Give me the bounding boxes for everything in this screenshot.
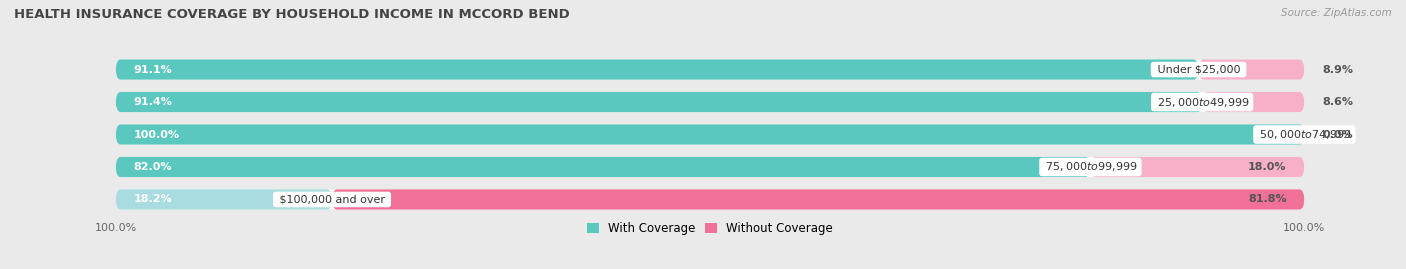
FancyBboxPatch shape — [115, 92, 1202, 112]
FancyBboxPatch shape — [1202, 92, 1305, 112]
Text: Source: ZipAtlas.com: Source: ZipAtlas.com — [1281, 8, 1392, 18]
Text: 100.0%: 100.0% — [134, 129, 180, 140]
FancyBboxPatch shape — [115, 189, 332, 210]
Text: 91.1%: 91.1% — [134, 65, 173, 75]
Text: $100,000 and over: $100,000 and over — [276, 194, 388, 204]
Text: 0.0%: 0.0% — [1322, 129, 1353, 140]
Text: 18.0%: 18.0% — [1249, 162, 1286, 172]
Legend: With Coverage, Without Coverage: With Coverage, Without Coverage — [586, 222, 834, 235]
Text: $75,000 to $99,999: $75,000 to $99,999 — [1042, 161, 1139, 174]
Text: $50,000 to $74,999: $50,000 to $74,999 — [1256, 128, 1353, 141]
FancyBboxPatch shape — [115, 189, 1305, 210]
Text: $25,000 to $49,999: $25,000 to $49,999 — [1154, 95, 1250, 108]
Text: 81.8%: 81.8% — [1249, 194, 1286, 204]
Text: 91.4%: 91.4% — [134, 97, 173, 107]
FancyBboxPatch shape — [1198, 59, 1305, 80]
Text: 18.2%: 18.2% — [134, 194, 172, 204]
FancyBboxPatch shape — [115, 59, 1198, 80]
Text: 8.6%: 8.6% — [1322, 97, 1353, 107]
FancyBboxPatch shape — [1091, 157, 1305, 177]
FancyBboxPatch shape — [115, 125, 1305, 144]
FancyBboxPatch shape — [115, 59, 1305, 80]
FancyBboxPatch shape — [115, 157, 1305, 177]
Text: Under $25,000: Under $25,000 — [1153, 65, 1243, 75]
Text: 82.0%: 82.0% — [134, 162, 172, 172]
FancyBboxPatch shape — [332, 189, 1305, 210]
Text: 8.9%: 8.9% — [1322, 65, 1353, 75]
FancyBboxPatch shape — [115, 157, 1091, 177]
FancyBboxPatch shape — [115, 92, 1305, 112]
FancyBboxPatch shape — [115, 125, 1305, 144]
Text: HEALTH INSURANCE COVERAGE BY HOUSEHOLD INCOME IN MCCORD BEND: HEALTH INSURANCE COVERAGE BY HOUSEHOLD I… — [14, 8, 569, 21]
